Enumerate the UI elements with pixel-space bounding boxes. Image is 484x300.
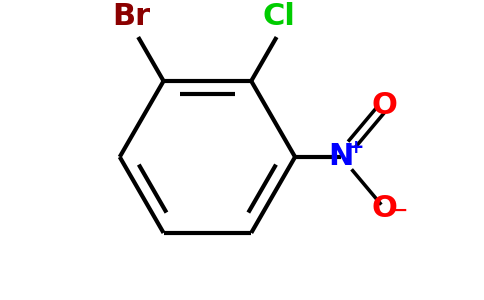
Text: −: − <box>392 201 408 220</box>
Text: +: + <box>348 138 364 157</box>
Text: O: O <box>371 194 397 223</box>
Text: Br: Br <box>112 2 151 31</box>
Text: O: O <box>371 91 397 120</box>
Text: N: N <box>329 142 354 171</box>
Text: Cl: Cl <box>262 2 295 31</box>
